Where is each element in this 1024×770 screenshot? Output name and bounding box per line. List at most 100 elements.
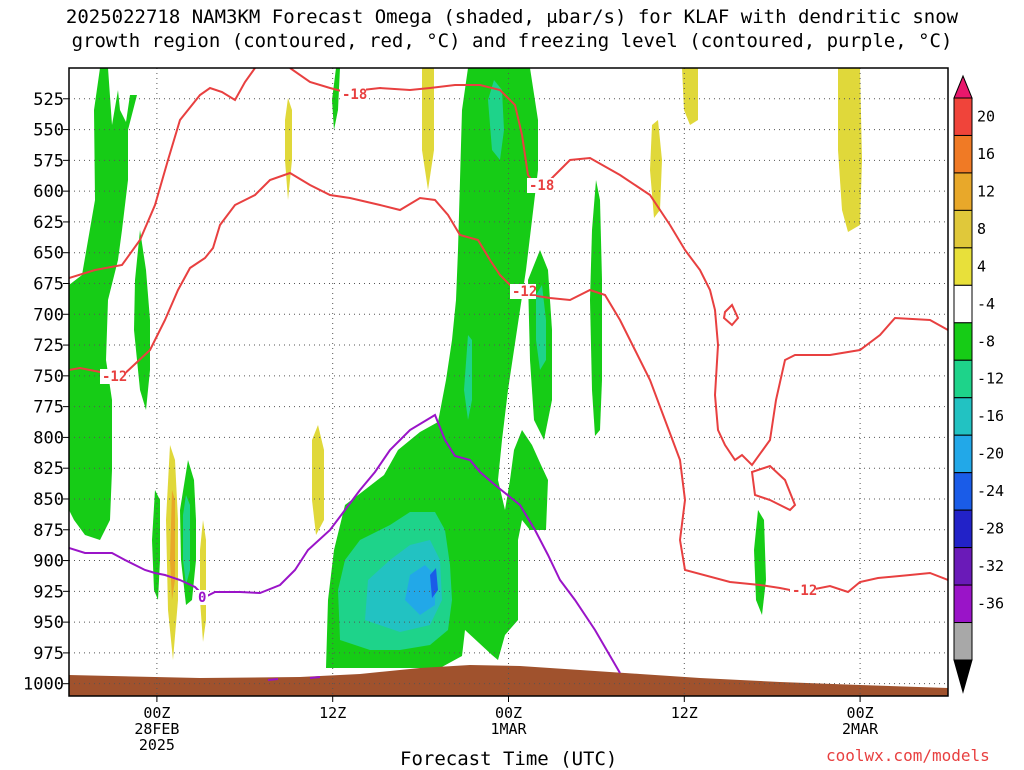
omega-region <box>422 68 434 190</box>
omega-region <box>200 520 206 642</box>
omega-region <box>285 98 292 200</box>
colorbar-label: 8 <box>977 220 986 238</box>
omega-region <box>430 568 438 598</box>
dgz-contour <box>69 68 256 279</box>
omega-region <box>183 495 190 585</box>
y-tick-label: 825 <box>33 459 64 479</box>
contour-label: -12 <box>102 369 127 385</box>
chart-title-line2: growth region (contoured, red, °C) and f… <box>71 30 953 52</box>
colorbar-label: -12 <box>977 370 1004 388</box>
omega-region <box>650 120 662 218</box>
colorbar-legend: 20 16 12 8 4 -4 -8 -12 -16 -20 -24 -28 -32 -36 <box>953 74 1004 694</box>
omega-region <box>590 180 602 436</box>
colorbar-label: -36 <box>977 595 1004 613</box>
colorbar-label: -24 <box>977 482 1004 500</box>
y-tick-label: 600 <box>33 182 64 202</box>
omega-region <box>488 80 504 160</box>
colorbar-box <box>953 547 973 586</box>
x-tick-label: 00Z <box>495 704 522 722</box>
colorbar-box <box>953 247 973 286</box>
freezing-level-contour <box>267 676 321 681</box>
colorbar-box <box>953 472 973 511</box>
contour-label: -12 <box>512 284 537 300</box>
y-tick-label: 675 <box>33 274 64 294</box>
colorbar-label: -8 <box>977 332 995 350</box>
colorbar-box <box>953 584 973 624</box>
colorbar-box <box>953 622 973 661</box>
y-tick-label: 725 <box>33 336 64 356</box>
omega-region <box>134 230 150 410</box>
omega-region <box>326 68 548 668</box>
y-tick-label: 625 <box>33 213 64 233</box>
colorbar-box <box>953 322 973 361</box>
omega-region <box>838 68 862 232</box>
y-tick-label: 700 <box>33 305 64 325</box>
x-tick-label: 12Z <box>319 704 346 722</box>
site-credit: coolwx.com/models <box>826 746 990 765</box>
y-tick-label: 925 <box>33 582 64 602</box>
colorbar-label: -32 <box>977 557 1004 575</box>
y-tick-label: 875 <box>33 521 64 541</box>
y-tick-label: 550 <box>33 121 64 141</box>
colorbar-label: 12 <box>977 182 995 200</box>
colorbar-box <box>953 209 973 249</box>
omega-region <box>405 565 435 615</box>
x-tick-label: 2025 <box>139 736 175 754</box>
x-tick-label: 00Z <box>143 704 170 722</box>
y-axis: 525 550 575 600 625 650 675 700 725 750 775 800 825 8… <box>23 90 69 695</box>
omega-region <box>69 68 137 540</box>
colorbar-bottom-arrow <box>953 659 973 694</box>
colorbar-label: 4 <box>977 257 986 275</box>
contour-label: -18 <box>529 178 554 194</box>
freezing-level-contour <box>69 413 621 674</box>
colorbar-box <box>953 359 973 399</box>
y-tick-label: 1000 <box>23 675 64 695</box>
x-tick-label: 2MAR <box>842 720 879 738</box>
y-tick-label: 750 <box>33 367 64 387</box>
x-tick-label: 00Z <box>847 704 874 722</box>
x-axis-label: Forecast Time (UTC) <box>400 748 618 770</box>
contour-label: 0 <box>198 590 206 606</box>
omega-region <box>312 425 324 535</box>
y-tick-label: 575 <box>33 151 64 171</box>
omega-region <box>170 490 175 600</box>
y-tick-label: 775 <box>33 398 64 418</box>
x-tick-label: 1MAR <box>490 720 527 738</box>
colorbar-box <box>953 397 973 436</box>
omega-region <box>536 285 546 370</box>
y-tick-label: 650 <box>33 244 64 264</box>
colorbar-box <box>953 172 973 211</box>
omega-region <box>754 510 766 615</box>
colorbar-label: 20 <box>977 107 995 125</box>
colorbar-box <box>953 509 973 549</box>
omega-region <box>332 68 340 130</box>
colorbar-label: 16 <box>977 145 995 163</box>
terrain <box>69 665 948 696</box>
dgz-contour <box>722 303 740 327</box>
omega-region <box>682 68 698 125</box>
dgz-contour <box>69 171 948 594</box>
y-tick-label: 975 <box>33 644 64 664</box>
omega-region <box>464 335 472 420</box>
colorbar-box <box>953 434 973 474</box>
y-tick-label: 950 <box>33 613 64 633</box>
colorbar-label: -28 <box>977 520 1004 538</box>
omega-region <box>152 490 160 600</box>
y-tick-label: 525 <box>33 90 64 110</box>
y-tick-label: 900 <box>33 552 64 572</box>
colorbar-top-arrow <box>953 74 973 99</box>
dgz-contour <box>750 464 797 512</box>
colorbar-label: -20 <box>977 445 1004 463</box>
colorbar-label: -16 <box>977 407 1004 425</box>
contour-label: -12 <box>792 583 817 599</box>
y-tick-label: 850 <box>33 490 64 510</box>
dgz-contour <box>289 68 948 467</box>
x-tick-label: 12Z <box>671 704 698 722</box>
colorbar-box <box>953 284 973 324</box>
y-tick-label: 800 <box>33 428 64 448</box>
colorbar-label: -4 <box>977 295 995 313</box>
colorbar-box <box>953 134 973 174</box>
colorbar-box <box>953 97 973 136</box>
